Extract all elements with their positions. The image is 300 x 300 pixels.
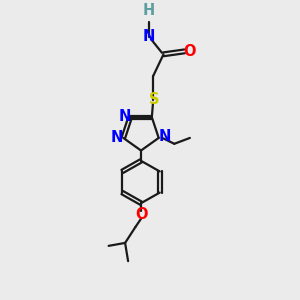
Text: N: N xyxy=(142,29,155,44)
Text: S: S xyxy=(149,92,160,107)
Text: N: N xyxy=(111,130,124,146)
Text: N: N xyxy=(119,109,131,124)
Text: H: H xyxy=(142,2,154,17)
Text: N: N xyxy=(158,129,171,144)
Text: O: O xyxy=(184,44,196,59)
Text: O: O xyxy=(135,208,147,223)
